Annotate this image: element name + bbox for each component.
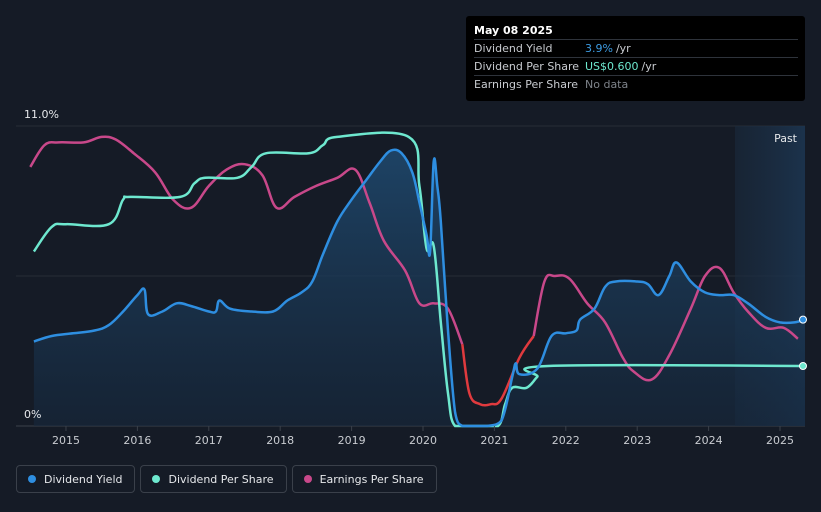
x-tick-label: 2015 [52, 434, 80, 447]
tooltip-row-earnings-per-share: Earnings Per Share No data [474, 75, 798, 93]
axes: 11.0% 0% 2015 2016 2017 2018 2019 2020 2021 2022 2… [24, 108, 794, 447]
legend-dot-icon [303, 475, 312, 483]
tooltip-unit: /yr [615, 42, 631, 55]
legend-label: Dividend Yield [44, 472, 123, 486]
series-lines [29, 131, 806, 428]
tooltip-label: Dividend Per Share [474, 60, 580, 73]
x-tick-label: 2023 [623, 434, 651, 447]
legend-label: Earnings Per Share [319, 472, 424, 486]
tooltip-value: 3.9% [585, 42, 613, 55]
tooltip-row-dividend-yield: Dividend Yield 3.9% /yr [474, 39, 798, 57]
dividend-yield-end-marker [799, 315, 807, 324]
x-tick-label: 2025 [766, 434, 794, 447]
x-tick-label: 2017 [195, 434, 223, 447]
x-tick-label: 2018 [266, 434, 294, 447]
earnings-per-share-line [29, 135, 464, 345]
hover-tooltip: May 08 2025 Dividend Yield 3.9% /yr Divi… [466, 16, 805, 101]
legend-item-earnings-per-share[interactable]: Earnings Per Share [291, 465, 437, 493]
tooltip-unit: /yr [641, 60, 657, 73]
y-axis-top-label: 11.0% [24, 108, 59, 121]
x-tick-label: 2019 [338, 434, 366, 447]
x-tick-label: 2022 [552, 434, 580, 447]
tooltip-row-dividend-per-share: Dividend Per Share US$0.600 /yr [474, 57, 798, 75]
legend-item-dividend-per-share[interactable]: Dividend Per Share [140, 465, 287, 493]
tooltip-label: Earnings Per Share [474, 78, 579, 91]
legend-dot-icon [152, 475, 161, 483]
x-tick-label: 2024 [695, 434, 723, 447]
dividend-per-share-line [32, 131, 806, 428]
earnings-per-share-negative-line [461, 335, 535, 407]
chart-legend: Dividend Yield Dividend Per Share Earnin… [16, 465, 437, 493]
dividend-yield-line [33, 148, 806, 428]
yield-area [33, 149, 805, 427]
tooltip-label: Dividend Yield [474, 42, 553, 55]
x-tick-label: 2016 [123, 434, 151, 447]
legend-label: Dividend Per Share [168, 472, 274, 486]
tooltip-value: US$0.600 [585, 60, 639, 73]
past-label: Past [774, 132, 798, 145]
earnings-per-share-line [532, 265, 799, 382]
x-tick-label: 2020 [409, 434, 437, 447]
dividend-per-share-end-marker [799, 362, 807, 370]
legend-item-dividend-yield[interactable]: Dividend Yield [16, 465, 136, 493]
end-markers [799, 315, 807, 370]
x-tick-label: 2021 [480, 434, 508, 447]
y-axis-bottom-label: 0% [24, 408, 41, 421]
tooltip-value: No data [585, 78, 629, 91]
legend-dot-icon [28, 475, 36, 483]
dividend-yield-area [33, 149, 805, 427]
tooltip-date: May 08 2025 [474, 24, 553, 37]
